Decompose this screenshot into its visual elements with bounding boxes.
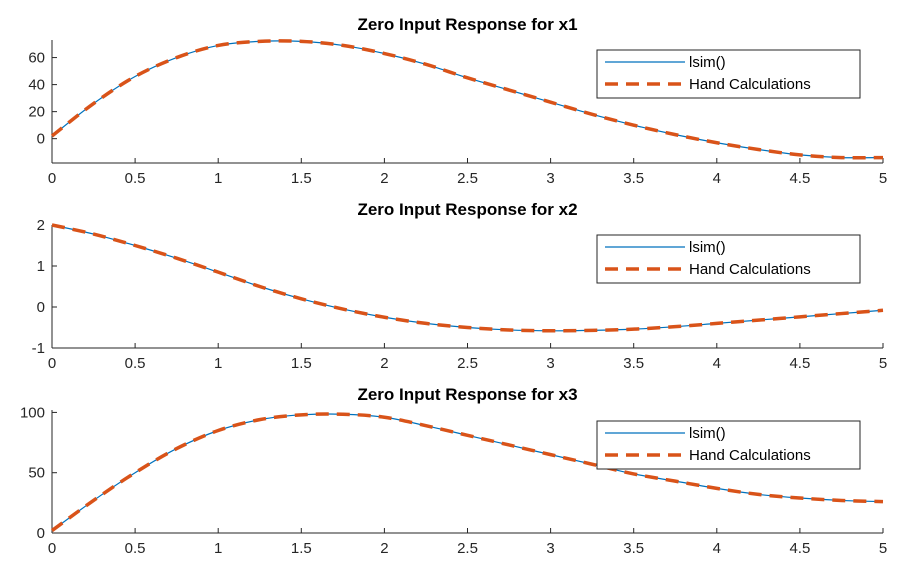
x-tick-label: 0.5 <box>125 540 146 557</box>
y-tick-label: -1 <box>32 340 45 357</box>
y-tick-label: 2 <box>37 217 45 234</box>
x-tick-label: 2 <box>380 540 388 557</box>
x-tick-label: 3 <box>546 540 554 557</box>
x-tick-label: 3.5 <box>623 540 644 557</box>
x-tick-label: 2 <box>380 170 388 187</box>
y-tick-label: 40 <box>28 77 45 94</box>
x-tick-label: 1 <box>214 355 222 372</box>
legend-label: Hand Calculations <box>689 76 811 93</box>
chart-title: Zero Input Response for x3 <box>357 385 577 404</box>
legend-label: Hand Calculations <box>689 447 811 464</box>
chart-title: Zero Input Response for x1 <box>357 15 577 34</box>
x-tick-label: 3.5 <box>623 170 644 187</box>
x-tick-label: 4 <box>713 540 721 557</box>
x-tick-label: 1.5 <box>291 540 312 557</box>
x-tick-label: 0.5 <box>125 355 146 372</box>
y-tick-label: 0 <box>37 525 45 542</box>
legend: lsim() Hand Calculations <box>596 234 861 284</box>
subplot-3: Zero Input Response for x3 0 0.5 1 1.5 2 2.5 3 3… <box>20 385 887 557</box>
x-tick-label: 4.5 <box>789 540 810 557</box>
legend-box <box>596 234 861 284</box>
x-tick-label: 3 <box>546 355 554 372</box>
x-tick-label: 1.5 <box>291 355 312 372</box>
x-tick-label: 0 <box>48 170 56 187</box>
legend-label: lsim() <box>689 54 726 71</box>
x-tick-label: 0 <box>48 540 56 557</box>
legend-label: lsim() <box>689 239 726 256</box>
y-tick-label: 20 <box>28 104 45 121</box>
series-line-hand-calculations <box>51 223 884 333</box>
x-tick-label: 3 <box>546 170 554 187</box>
legend-box <box>596 49 861 99</box>
series-line-hand-calculations <box>50 39 884 160</box>
subplot-1: Zero Input Response for x1 0 0.5 1 1.5 2 2.5 3 3… <box>28 15 887 187</box>
x-tick-label: 1.5 <box>291 170 312 187</box>
legend-label: Hand Calculations <box>689 261 811 278</box>
x-tick-label: 5 <box>879 170 887 187</box>
y-tick-label: 50 <box>28 465 45 482</box>
x-tick-label: 3.5 <box>623 355 644 372</box>
legend-box <box>596 420 861 470</box>
series-line-hand-calculations <box>50 412 884 533</box>
x-tick-label: 4.5 <box>789 170 810 187</box>
x-tick-label: 2.5 <box>457 355 478 372</box>
y-tick-label: 60 <box>28 50 45 67</box>
legend-label: lsim() <box>689 425 726 442</box>
y-tick-label: 0 <box>37 299 45 316</box>
x-tick-label: 2.5 <box>457 170 478 187</box>
x-tick-label: 2 <box>380 355 388 372</box>
y-tick-label: 100 <box>20 404 45 421</box>
x-tick-label: 5 <box>879 540 887 557</box>
chart-title: Zero Input Response for x2 <box>357 200 577 219</box>
y-tick-label: 1 <box>37 258 45 275</box>
legend: lsim() Hand Calculations <box>596 49 861 99</box>
x-tick-label: 1 <box>214 170 222 187</box>
subplot-2: Zero Input Response for x2 0 0.5 1 1.5 2 2.5 3 3… <box>32 200 888 372</box>
y-tick-label: 0 <box>37 131 45 148</box>
x-tick-label: 0 <box>48 355 56 372</box>
legend: lsim() Hand Calculations <box>596 420 861 470</box>
x-tick-label: 4 <box>713 170 721 187</box>
x-tick-label: 4 <box>713 355 721 372</box>
x-tick-label: 5 <box>879 355 887 372</box>
x-tick-label: 2.5 <box>457 540 478 557</box>
x-tick-label: 1 <box>214 540 222 557</box>
x-tick-label: 4.5 <box>789 355 810 372</box>
x-tick-label: 0.5 <box>125 170 146 187</box>
